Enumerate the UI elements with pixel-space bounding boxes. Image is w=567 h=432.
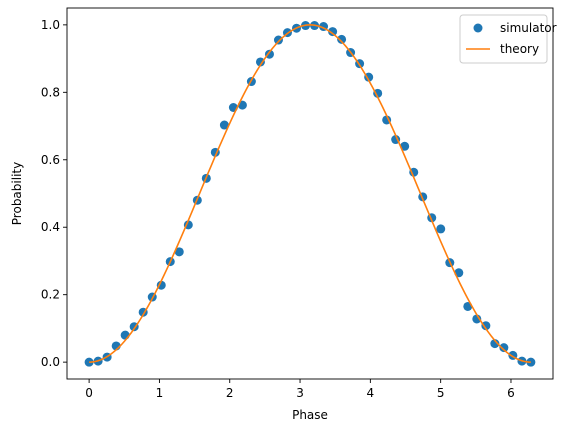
theory-line — [89, 24, 531, 363]
legend: simulator theory — [459, 14, 557, 64]
simulator-point — [499, 343, 509, 353]
simulator-point — [436, 224, 446, 234]
axes: 0 1 2 3 4 5 6 0.0 0.2 0.4 0.6 0.8 1.0 — [41, 7, 554, 400]
legend-simulator-marker — [473, 23, 483, 33]
x-tick-label: 5 — [437, 386, 445, 400]
simulator-point — [337, 34, 347, 44]
y-axis-label: Probability — [10, 162, 24, 225]
x-tick-label: 3 — [296, 386, 304, 400]
simulator-point — [156, 280, 166, 290]
axes-frame — [66, 7, 554, 380]
x-tick-label: 6 — [507, 386, 515, 400]
simulator-point — [400, 141, 410, 151]
simulator-point — [174, 247, 184, 257]
simulator-point — [219, 120, 229, 130]
simulator-point — [409, 167, 419, 177]
simulator-point — [255, 57, 265, 67]
simulator-point — [120, 330, 130, 340]
simulator-point — [490, 339, 500, 349]
simulator-point — [328, 27, 338, 37]
y-tick-label: 0.2 — [41, 288, 60, 302]
x-axis-label: Phase — [292, 408, 328, 422]
x-tick-label: 2 — [226, 386, 234, 400]
legend-simulator-label: simulator — [500, 21, 557, 35]
legend-theory-label: theory — [500, 42, 539, 56]
x-tick-label: 1 — [156, 386, 164, 400]
simulator-point — [472, 314, 482, 324]
x-tick-label: 4 — [367, 386, 375, 400]
simulator-point — [273, 35, 283, 45]
y-tick-label: 0.4 — [41, 220, 60, 234]
plot-area — [84, 21, 536, 367]
y-tick-label: 0.0 — [41, 355, 60, 369]
y-tick-label: 0.6 — [41, 153, 60, 167]
simulator-point — [481, 321, 491, 331]
y-tick-label: 0.8 — [41, 85, 60, 99]
y-tick-label: 1.0 — [41, 18, 60, 32]
x-tick-label: 0 — [85, 386, 93, 400]
